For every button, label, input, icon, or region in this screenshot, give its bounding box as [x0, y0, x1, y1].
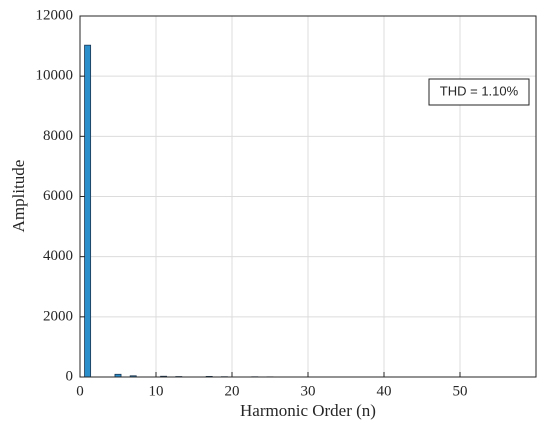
x-tick-label: 10 — [149, 383, 164, 399]
x-axis-label: Harmonic Order (n) — [240, 401, 376, 420]
y-tick-label: 2000 — [43, 308, 73, 324]
x-tick-label: 50 — [453, 383, 468, 399]
y-axis-label: Amplitude — [9, 160, 28, 233]
x-tick-label: 40 — [377, 383, 392, 399]
y-tick-label: 6000 — [43, 188, 73, 204]
x-tick-label: 30 — [301, 383, 316, 399]
x-tick-label: 0 — [76, 383, 84, 399]
y-tick-label: 0 — [66, 368, 74, 384]
x-tick-label: 20 — [225, 383, 240, 399]
annotation: THD = 1.10% — [440, 83, 519, 98]
bar — [84, 44, 92, 378]
y-tick-label: 12000 — [36, 7, 74, 23]
y-tick-label: 4000 — [43, 248, 73, 264]
annotation-box — [428, 78, 530, 106]
y-tick-label: 8000 — [43, 128, 73, 144]
y-tick-label: 10000 — [36, 68, 74, 84]
